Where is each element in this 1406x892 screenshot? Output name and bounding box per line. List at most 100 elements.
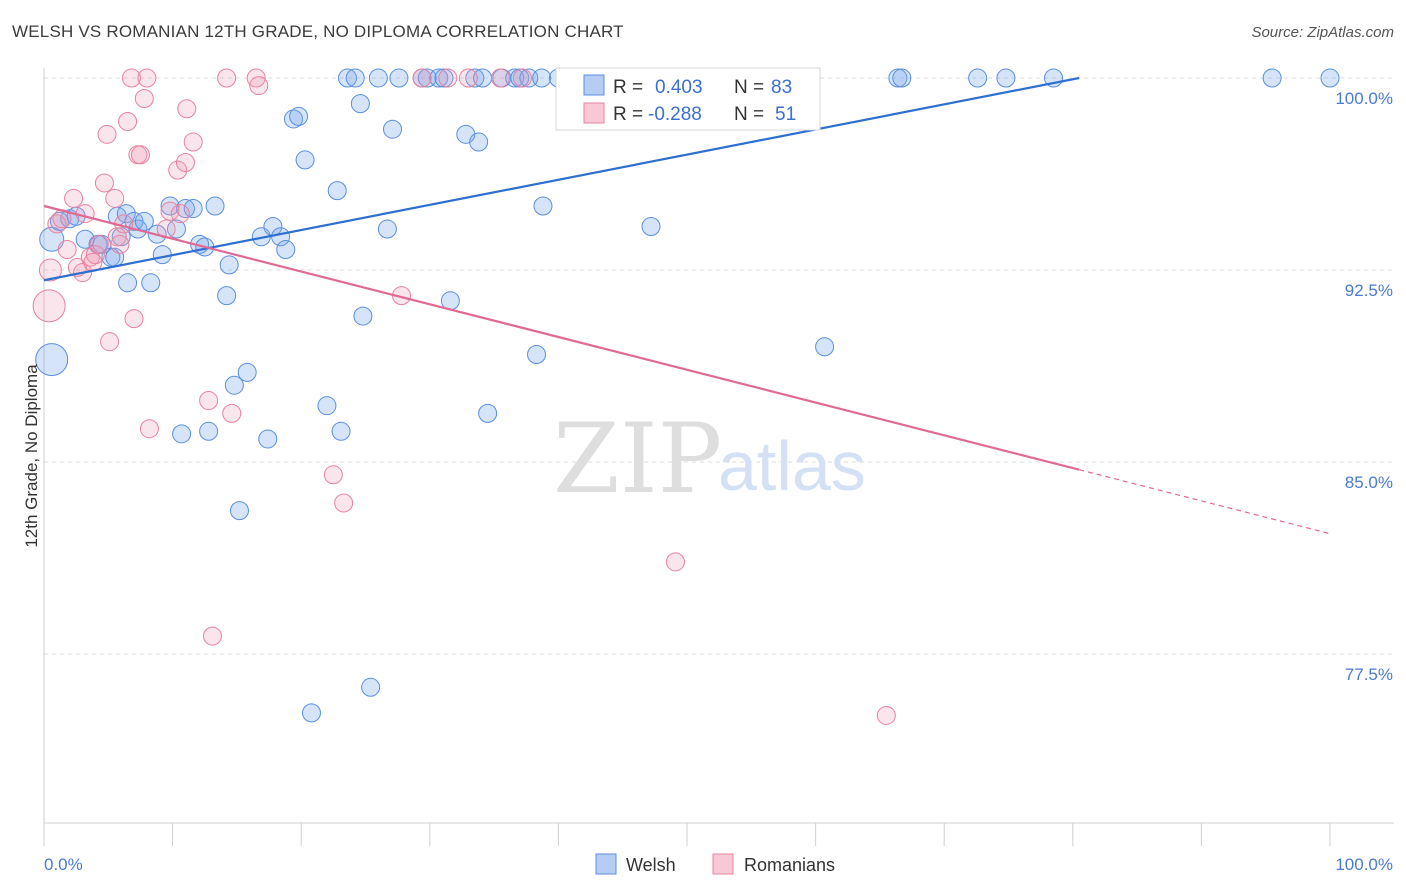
welsh-point (229, 501, 249, 521)
romanian-point (199, 391, 219, 411)
welsh-point (527, 344, 547, 364)
romanian-point (491, 68, 511, 88)
welsh-point (815, 337, 835, 357)
welsh-point (361, 677, 381, 697)
welsh-point (389, 68, 409, 88)
romanian-point (110, 234, 130, 254)
romanian-point (105, 188, 125, 208)
legend-welsh-swatch (595, 853, 617, 875)
legend-romanians-label: Romanians (744, 855, 835, 875)
romanian-point (334, 493, 354, 513)
welsh-point (152, 245, 172, 265)
romanian-point (47, 214, 67, 234)
axis-layer: 100.0% 92.5% 85.0% 77.5% 0.0% 100.0% (43, 68, 1394, 874)
chart-title: WELSH VS ROMANIAN 12TH GRADE, NO DIPLOMA… (12, 22, 624, 41)
romanian-point (139, 419, 159, 439)
watermark-zip: ZIP (553, 403, 722, 515)
romanian-point (183, 132, 203, 152)
welsh-point (199, 421, 219, 441)
welsh-trend-line (43, 76, 1080, 282)
watermark-atlas: atlas (718, 427, 866, 505)
welsh-point (237, 362, 257, 382)
romanian-point (249, 76, 269, 96)
x-tick-label: 100.0% (1335, 855, 1393, 874)
romanian-swatch (583, 102, 605, 124)
romanian-point (137, 68, 157, 88)
romanian-point (202, 626, 222, 646)
y-tick-label: 77.5% (1345, 665, 1393, 684)
welsh-point (465, 68, 485, 88)
welsh-point (353, 306, 373, 326)
romanian-point (170, 204, 190, 224)
welsh-point (317, 396, 337, 416)
welsh-point (160, 196, 180, 216)
romanian-n-value: 51 (775, 104, 796, 125)
y-tick-label: 85.0% (1345, 473, 1393, 492)
stats-legend: R = 0.403 N = 83 R = -0.288 N = 51 (555, 67, 821, 131)
romanian-point (100, 332, 120, 352)
romanian-point (438, 68, 458, 88)
welsh-point (996, 68, 1016, 88)
romanian-point (512, 68, 532, 88)
chart-source: Source: ZipAtlas.com (1251, 24, 1394, 41)
welsh-point (968, 68, 988, 88)
welsh-n-label: N = (734, 77, 764, 98)
welsh-point (469, 132, 489, 152)
welsh-point (224, 375, 244, 395)
welsh-r-label: R = (613, 77, 643, 98)
y-tick-label: 92.5% (1345, 281, 1393, 300)
romanian-point (94, 173, 114, 193)
welsh-swatch (583, 74, 605, 96)
romanian-point (38, 258, 62, 282)
welsh-point (1262, 68, 1282, 88)
romanian-r-label: R = (613, 104, 643, 125)
romanian-point (665, 552, 685, 572)
romanian-point (118, 112, 138, 132)
romanian-point (177, 99, 197, 119)
welsh-point (205, 196, 225, 216)
welsh-point (301, 703, 321, 723)
welsh-point (350, 94, 370, 114)
romanian-point (323, 465, 343, 485)
y-axis-label: 12th Grade, No Diploma (22, 364, 41, 548)
welsh-point (478, 403, 498, 423)
welsh-point (118, 273, 138, 293)
points-layer (32, 68, 1340, 725)
romanian-point (64, 188, 84, 208)
welsh-point (166, 219, 186, 239)
welsh-point (172, 424, 192, 444)
welsh-point (35, 343, 69, 377)
romanian-point (458, 68, 478, 88)
welsh-point (345, 68, 365, 88)
romanian-trend-extension (1079, 469, 1331, 535)
welsh-point (368, 68, 388, 88)
welsh-point (532, 68, 552, 88)
welsh-point (289, 106, 309, 126)
welsh-point (258, 429, 278, 449)
welsh-point (892, 68, 912, 88)
welsh-point (183, 199, 203, 219)
welsh-n-value: 83 (771, 77, 792, 98)
romanian-point (217, 68, 237, 88)
welsh-point (505, 68, 525, 88)
romanian-point (222, 403, 242, 423)
welsh-point (134, 211, 154, 231)
legend-welsh-label: Welsh (626, 855, 676, 875)
welsh-point (337, 68, 357, 88)
welsh-point (383, 119, 403, 139)
welsh-point (217, 286, 237, 306)
y-tick-label: 100.0% (1335, 89, 1393, 108)
welsh-point (533, 196, 553, 216)
watermark: ZIP atlas (553, 403, 866, 515)
legend-romanians-swatch (712, 853, 734, 875)
welsh-r-value: 0.403 (655, 77, 703, 98)
welsh-point (331, 421, 351, 441)
series-legend: Welsh Romanians (595, 853, 835, 875)
romanian-r-value: -0.288 (648, 104, 702, 125)
trend-layer (43, 76, 1331, 535)
romanian-point (75, 204, 95, 224)
romanian-point (130, 145, 150, 165)
x-tick-label: 0.0% (44, 855, 83, 874)
welsh-point (283, 109, 303, 129)
